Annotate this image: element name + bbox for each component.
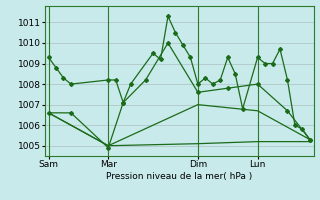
X-axis label: Pression niveau de la mer( hPa ): Pression niveau de la mer( hPa ) <box>106 172 252 181</box>
